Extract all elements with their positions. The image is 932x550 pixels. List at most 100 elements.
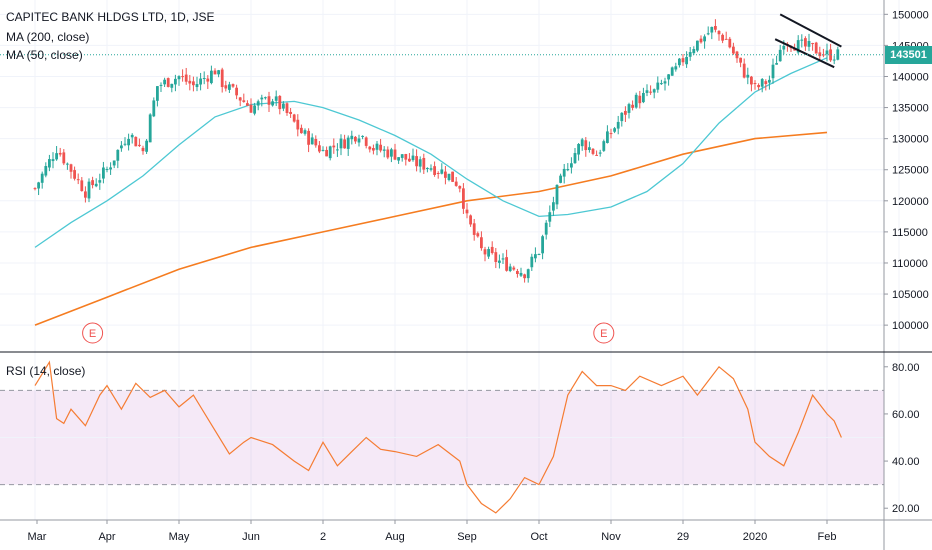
candle-body xyxy=(656,82,660,90)
candle-body xyxy=(512,267,516,270)
candle-body xyxy=(264,97,267,99)
candle-body xyxy=(220,69,224,88)
rsi-line xyxy=(34,360,842,514)
candle-body xyxy=(156,86,159,101)
price-tick-label: 100000 xyxy=(892,320,929,332)
candle-body xyxy=(170,83,174,88)
candle-body xyxy=(213,70,217,75)
candle-body xyxy=(76,179,80,181)
candle-body xyxy=(674,66,678,70)
ma200-legend[interactable]: MA (200, close) xyxy=(6,30,90,44)
candle-body xyxy=(685,56,688,65)
flag-upper-line xyxy=(779,13,842,48)
candle-body xyxy=(66,163,69,165)
candle-body xyxy=(127,138,130,146)
candle-body xyxy=(249,104,253,113)
candle-body xyxy=(163,79,166,85)
rsi-legend[interactable]: RSI (14, close) xyxy=(6,364,86,378)
candle-body xyxy=(742,63,746,78)
candle-body xyxy=(426,167,429,170)
candle-body xyxy=(332,145,336,148)
time-tick-label: Apr xyxy=(98,531,115,543)
candle-body xyxy=(188,80,192,84)
earnings-circle xyxy=(82,322,104,344)
candle-body xyxy=(692,49,696,54)
time-axis-ticks[interactable]: Mar Apr May Jun 2 Aug Sep Oct Nov 29 2020 Feb xyxy=(28,520,837,543)
candle-body xyxy=(832,59,836,61)
candle-body xyxy=(487,249,490,257)
candle-body xyxy=(116,149,120,161)
candle-body xyxy=(58,152,62,155)
candle-body xyxy=(660,83,663,85)
candle-body xyxy=(753,83,757,85)
candle-body xyxy=(109,167,112,170)
candle-body xyxy=(562,168,566,177)
candle-body xyxy=(267,96,271,105)
candle-body xyxy=(87,181,91,199)
candle-body xyxy=(552,202,555,211)
earnings-circle xyxy=(593,322,615,344)
candle-body xyxy=(94,183,98,187)
candle-body xyxy=(282,103,285,109)
candle-body xyxy=(670,67,674,76)
candle-body xyxy=(192,81,195,86)
candle-body xyxy=(152,100,156,117)
candle-body xyxy=(393,149,397,160)
candle-body xyxy=(627,104,631,113)
candle-body xyxy=(721,34,724,41)
candle-body xyxy=(408,158,411,162)
price-tick-label: 115000 xyxy=(892,227,928,239)
ma50-polyline xyxy=(34,57,828,248)
candle-body xyxy=(573,153,577,164)
candle-body xyxy=(498,260,501,263)
candle-body xyxy=(724,38,728,40)
candle-body xyxy=(429,168,433,170)
candle-body xyxy=(336,149,339,151)
candle-body xyxy=(807,41,811,47)
candle-body xyxy=(235,87,238,96)
candle-body xyxy=(584,140,588,151)
candle-body xyxy=(195,84,199,88)
candle-body xyxy=(40,173,44,183)
candle-body xyxy=(303,130,307,134)
candle-body xyxy=(120,145,123,149)
candle-body xyxy=(634,94,638,108)
flag-pattern-lines[interactable] xyxy=(774,13,842,69)
candle-body xyxy=(224,85,228,89)
candle-body xyxy=(483,249,487,255)
candle-body xyxy=(350,135,354,140)
candle-body xyxy=(793,48,796,51)
candle-body xyxy=(343,139,346,149)
candle-body xyxy=(444,171,447,178)
candle-body xyxy=(84,191,87,198)
rsi-tick-label: 80.00 xyxy=(892,362,920,374)
candle-body xyxy=(638,95,642,104)
candle-body xyxy=(717,30,721,35)
candle-body xyxy=(422,157,426,170)
candle-body xyxy=(148,114,152,143)
candle-body xyxy=(390,149,393,157)
candle-body xyxy=(501,258,505,260)
rsi-tick-label: 20.00 xyxy=(892,503,920,515)
candle-body xyxy=(620,112,624,122)
candle-body xyxy=(271,101,274,106)
price-tick-label: 150000 xyxy=(892,9,929,21)
candle-body xyxy=(433,166,436,175)
candle-body xyxy=(771,64,775,79)
candle-body xyxy=(328,146,332,159)
candle-body xyxy=(649,91,652,93)
candle-body xyxy=(595,154,598,156)
candle-body xyxy=(177,76,181,80)
candle-body xyxy=(357,138,361,143)
rsi-axis-ticks[interactable]: 80.00 60.00 40.00 20.00 xyxy=(884,362,920,515)
candle-body xyxy=(80,180,84,192)
candle-body xyxy=(112,160,116,166)
ma50-legend[interactable]: MA (50, close) xyxy=(6,48,83,62)
candle-body xyxy=(411,155,415,161)
candle-body xyxy=(606,131,609,143)
candle-body xyxy=(516,270,519,274)
candle-body xyxy=(739,57,742,63)
candle-body xyxy=(44,166,48,176)
